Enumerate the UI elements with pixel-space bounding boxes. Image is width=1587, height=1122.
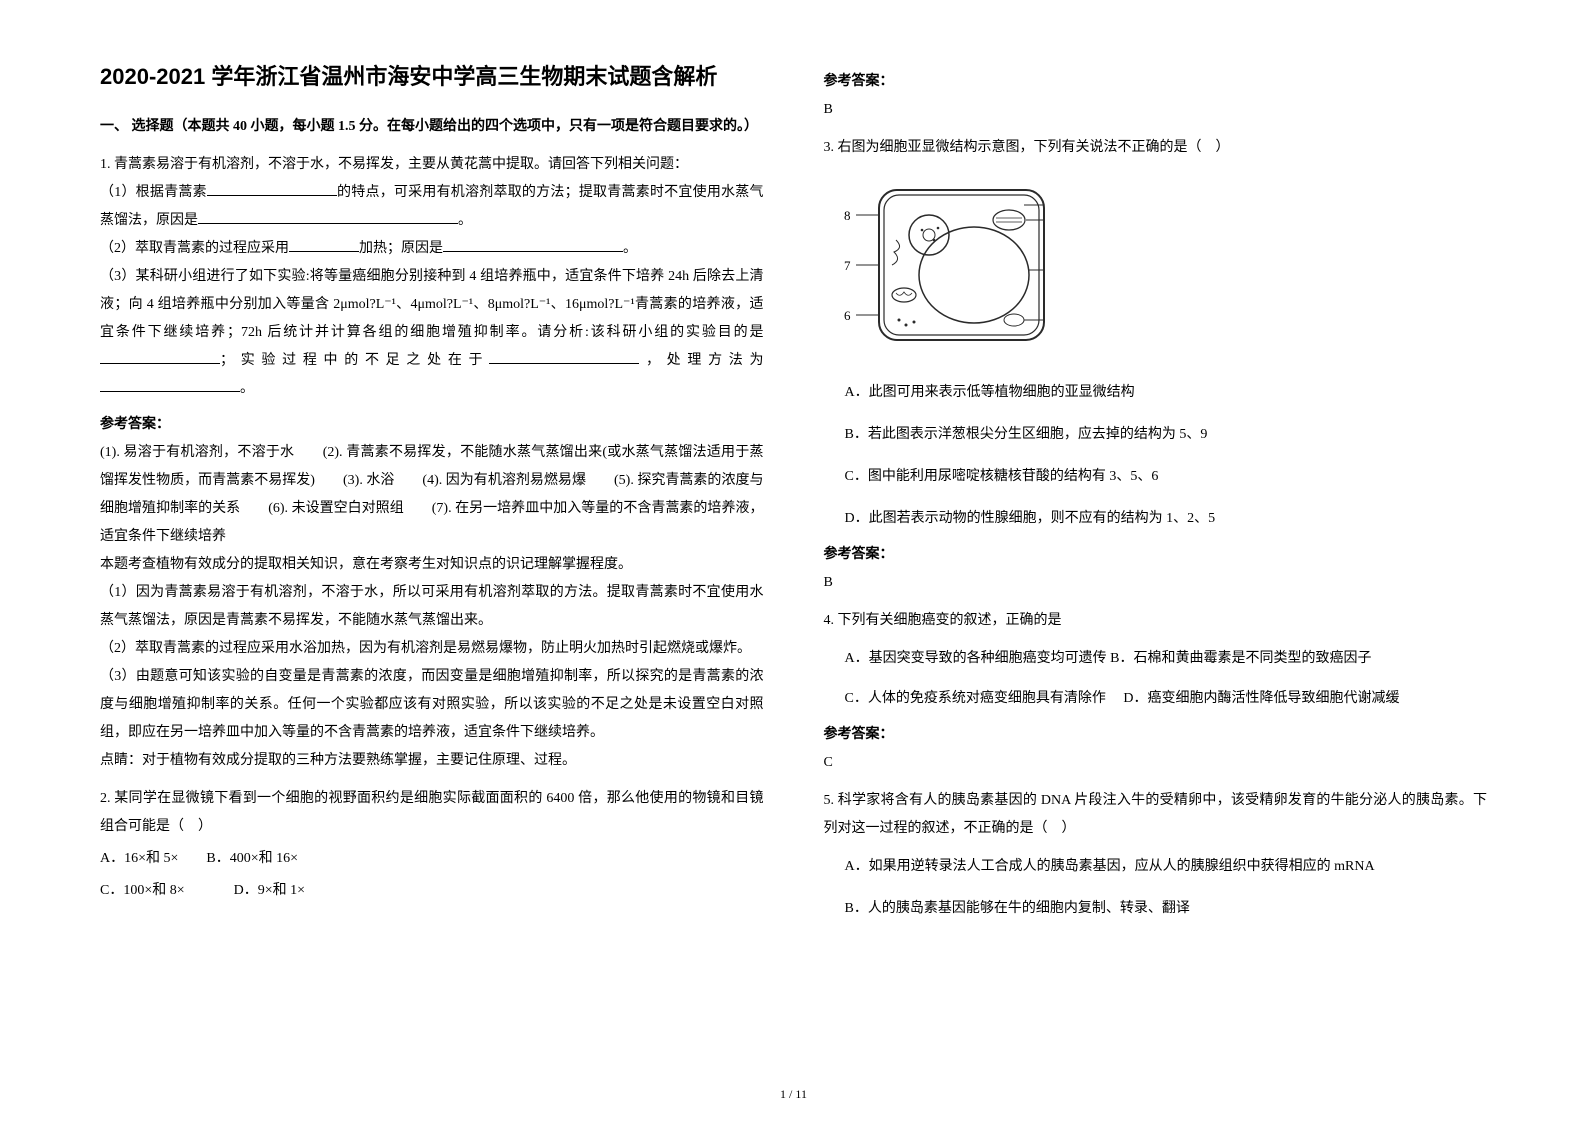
q1-p3-post: ，处理方法为 (639, 353, 763, 368)
q4-options: A．基因突变导致的各种细胞癌变均可遗传 B．石棉和黄曲霉素是不同类型的致癌因子 … (845, 645, 1488, 713)
question-3: 3. 右图为细胞亚显微结构示意图，下列有关说法不正确的是（ ） (824, 134, 1488, 533)
q4-option-b: B．石棉和黄曲霉素是不同类型的致癌因子 (1110, 651, 1371, 666)
q2-options: A．16×和 5× B．400×和 16× C．100×和 8× D．9×和 1… (100, 845, 764, 905)
blank (207, 182, 337, 196)
figure-label-8: 8 (844, 208, 851, 223)
q3-option-d: D．此图若表示动物的性腺细胞，则不应有的结构为 1、2、5 (845, 505, 1488, 533)
blank (198, 210, 458, 224)
q1-tip: 点睛：对于植物有效成分提取的三种方法要熟练掌握，主要记住原理、过程。 (100, 747, 764, 775)
answer-label: 参考答案： (100, 411, 764, 439)
left-column: 2020-2021 学年浙江省温州市海安中学高三生物期末试题含解析 一、 选择题… (100, 60, 764, 1082)
q4-row1: A．基因突变导致的各种细胞癌变均可遗传 B．石棉和黄曲霉素是不同类型的致癌因子 (845, 645, 1488, 673)
q4-option-a: A．基因突变导致的各种细胞癌变均可遗传 (845, 651, 1107, 666)
q5-stem: 5. 科学家将含有人的胰岛素基因的 DNA 片段注入牛的受精卵中，该受精卵发育的… (824, 787, 1488, 843)
question-1: 1. 青蒿素易溶于有机溶剂，不溶于水，不易挥发，主要从黄花蒿中提取。请回答下列相… (100, 151, 764, 403)
q1-p1-pre: （1）根据青蒿素 (100, 185, 207, 200)
q5-options: A．如果用逆转录法人工合成人的胰岛素基因，应从人的胰腺组织中获得相应的 mRNA… (845, 853, 1488, 923)
q2-stem: 2. 某同学在显微镜下看到一个细胞的视野面积约是细胞实际截面面积的 6400 倍… (100, 785, 764, 841)
q3-option-a: A．此图可用来表示低等植物细胞的亚显微结构 (845, 379, 1488, 407)
q3-stem: 3. 右图为细胞亚显微结构示意图，下列有关说法不正确的是（ ） (824, 134, 1488, 162)
q4-row2: C．人体的免疫系统对癌变细胞具有清除作 D．癌变细胞内酶活性降低导致细胞代谢减缓 (845, 685, 1488, 713)
q3-option-b: B．若此图表示洋葱根尖分生区细胞，应去掉的结构为 5、9 (845, 421, 1488, 449)
answer-label: 参考答案： (824, 541, 1488, 569)
q2-option-d: D．9×和 1× (234, 883, 305, 898)
figure-label-6: 6 (844, 308, 851, 323)
q2-answer: B (824, 96, 1488, 124)
q1-p2-mid: 加热；原因是 (359, 241, 443, 256)
blank (489, 350, 639, 364)
blank (100, 378, 240, 392)
right-column: 参考答案： B 3. 右图为细胞亚显微结构示意图，下列有关说法不正确的是（ ） (824, 60, 1488, 1082)
q1-part3: （3）某科研小组进行了如下实验:将等量癌细胞分别接种到 4 组培养瓶中，适宜条件… (100, 263, 764, 403)
question-4: 4. 下列有关细胞癌变的叙述，正确的是 A．基因突变导致的各种细胞癌变均可遗传 … (824, 607, 1488, 713)
q3-option-c: C．图中能利用尿嘧啶核糖核苷酸的结构有 3、5、6 (845, 463, 1488, 491)
q1-answer-text: (1). 易溶于有机溶剂，不溶于水 (2). 青蒿素不易挥发，不能随水蒸气蒸馏出… (100, 439, 764, 551)
q1-p2-pre: （2）萃取青蒿素的过程应采用 (100, 241, 289, 256)
q1-p1-end: 。 (458, 213, 472, 228)
q2-row2: C．100×和 8× D．9×和 1× (100, 877, 764, 905)
q1-p3: （3）某科研小组进行了如下实验:将等量癌细胞分别接种到 4 组培养瓶中，适宜条件… (100, 269, 764, 340)
q1-p3-mid: ；实验过程中的不足之处在于 (220, 353, 489, 368)
cell-diagram-figure: 8 7 6 (844, 180, 1488, 361)
q1-stem: 1. 青蒿素易溶于有机溶剂，不溶于水，不易挥发，主要从黄花蒿中提取。请回答下列相… (100, 151, 764, 179)
q1-explain-1: 本题考查植物有效成分的提取相关知识，意在考察考生对知识点的识记理解掌握程度。 (100, 551, 764, 579)
answer-label: 参考答案： (824, 721, 1488, 749)
figure-label-7: 7 (844, 258, 851, 273)
q1-explain-2: （1）因为青蒿素易溶于有机溶剂，不溶于水，所以可采用有机溶剂萃取的方法。提取青蒿… (100, 579, 764, 635)
q1-explain-3: （2）萃取青蒿素的过程应采用水浴加热，因为有机溶剂是易燃易爆物，防止明火加热时引… (100, 635, 764, 663)
question-2: 2. 某同学在显微镜下看到一个细胞的视野面积约是细胞实际截面面积的 6400 倍… (100, 785, 764, 905)
q1-p3-end: 。 (240, 381, 254, 396)
q2-row1: A．16×和 5× B．400×和 16× (100, 845, 764, 873)
q4-stem: 4. 下列有关细胞癌变的叙述，正确的是 (824, 607, 1488, 635)
q4-option-d: D．癌变细胞内酶活性降低导致细胞代谢减缓 (1123, 691, 1399, 706)
q1-explain-4: （3）由题意可知该实验的自变量是青蒿素的浓度，而因变量是细胞增殖抑制率，所以探究… (100, 663, 764, 747)
question-5: 5. 科学家将含有人的胰岛素基因的 DNA 片段注入牛的受精卵中，该受精卵发育的… (824, 787, 1488, 923)
answer-label: 参考答案： (824, 68, 1488, 96)
q1-part1: （1）根据青蒿素的特点，可采用有机溶剂萃取的方法；提取青蒿素时不宜使用水蒸气蒸馏… (100, 179, 764, 235)
document-title: 2020-2021 学年浙江省温州市海安中学高三生物期末试题含解析 (100, 60, 764, 93)
q4-answer: C (824, 749, 1488, 777)
section-header: 一、 选择题（本题共 40 小题，每小题 1.5 分。在每小题给出的四个选项中，… (100, 113, 764, 141)
cell-diagram-svg: 8 7 6 (844, 180, 1054, 350)
blank (289, 238, 359, 252)
page-number: 1 / 11 (780, 1087, 807, 1102)
q1-p2-end: 。 (623, 241, 637, 256)
q2-option-b: B．400×和 16× (206, 851, 298, 866)
blank (100, 350, 220, 364)
q2-option-a: A．16×和 5× (100, 851, 178, 866)
q3-answer: B (824, 569, 1488, 597)
q2-option-c: C．100×和 8× (100, 883, 185, 898)
q5-option-a: A．如果用逆转录法人工合成人的胰岛素基因，应从人的胰腺组织中获得相应的 mRNA (845, 853, 1488, 881)
q4-option-c: C．人体的免疫系统对癌变细胞具有清除作 (845, 691, 1120, 706)
blank (443, 238, 623, 252)
q1-part2: （2）萃取青蒿素的过程应采用 加热；原因是 。 (100, 235, 764, 263)
q3-options: A．此图可用来表示低等植物细胞的亚显微结构 B．若此图表示洋葱根尖分生区细胞，应… (845, 379, 1488, 533)
q5-option-b: B．人的胰岛素基因能够在牛的细胞内复制、转录、翻译 (845, 895, 1488, 923)
